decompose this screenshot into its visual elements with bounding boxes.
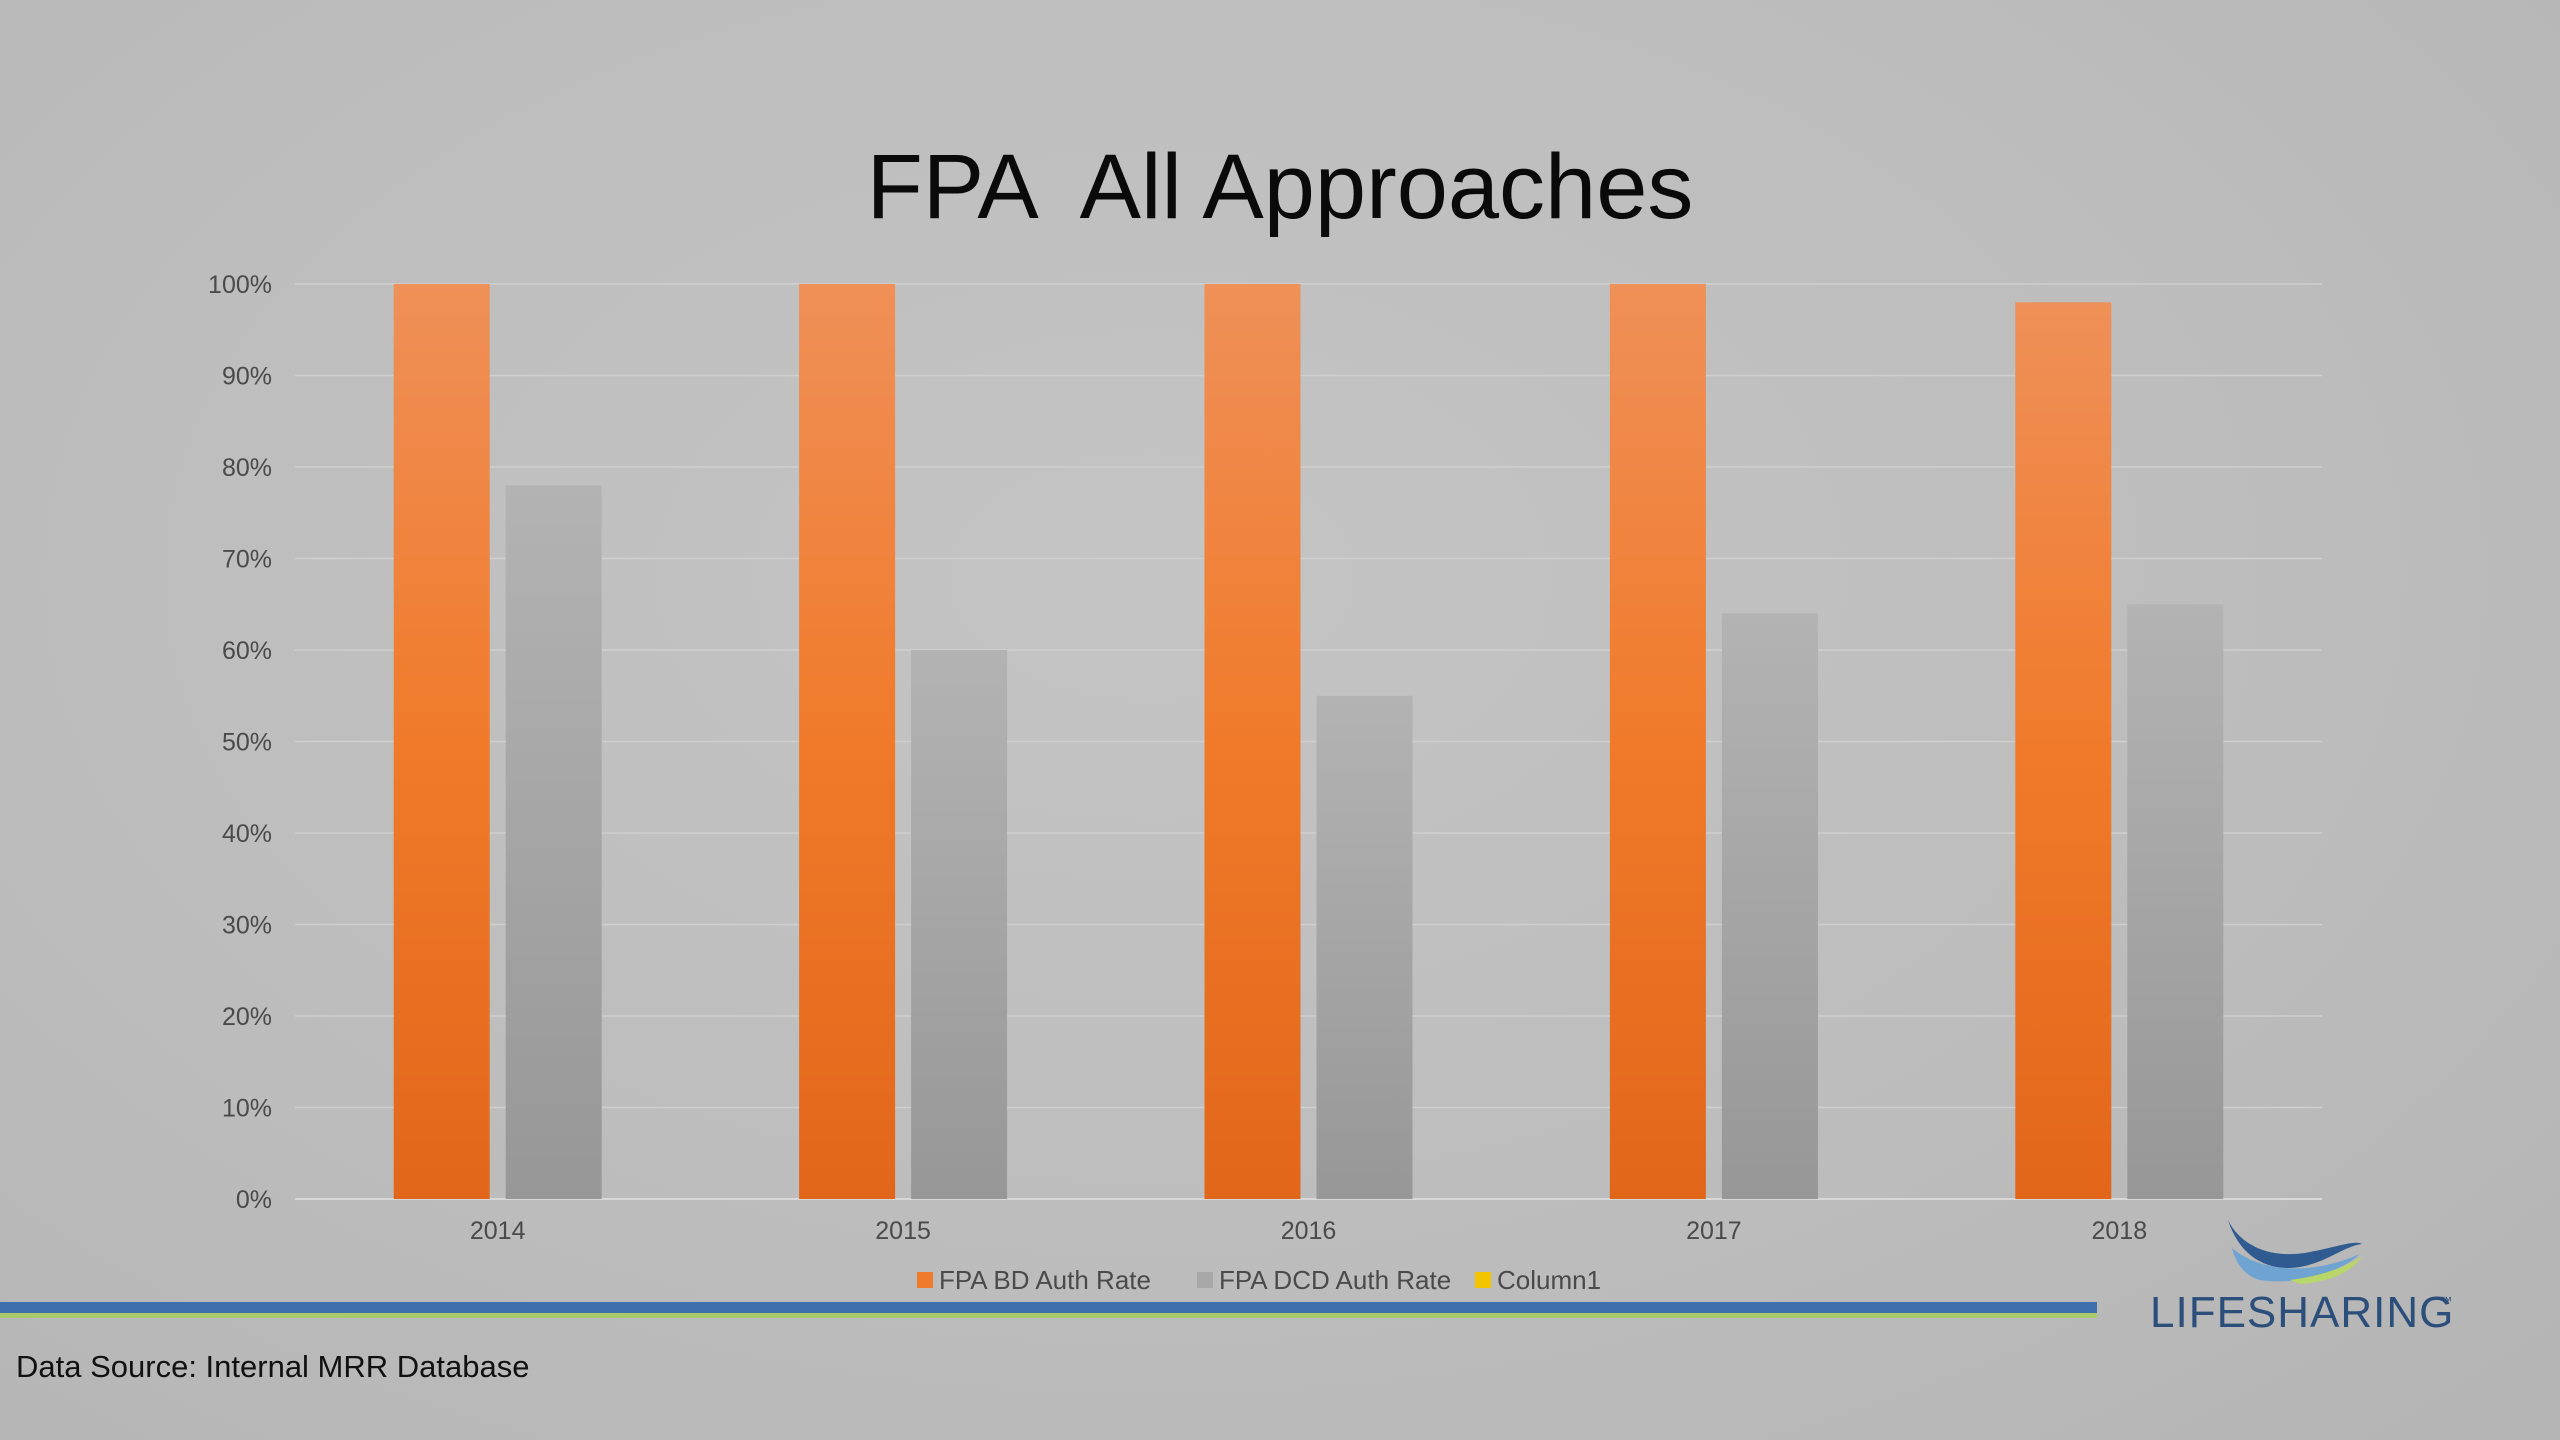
legend-label: Column1 [1497,1265,1601,1295]
y-tick-label: 30% [222,912,272,940]
legend: FPA BD Auth Rate FPA DCD Auth Rate Column1 [917,1265,1601,1295]
chart-title: FPA All Approaches [866,136,1694,238]
bar-fpa-dcd-auth-rate [1721,613,1818,1199]
legend-label: FPA DCD Auth Rate [1219,1265,1451,1295]
gridlines [295,283,2322,1200]
bar-fpa-bd-auth-rate [1204,284,1301,1199]
y-tick-label: 20% [222,1003,272,1031]
footer-bar-green [0,1313,2097,1318]
x-tick-label: 2015 [875,1217,931,1245]
y-tick-label: 0% [236,1186,272,1214]
logo-text: LIFESHARING [2150,1288,2455,1337]
x-tick-label: 2017 [1686,1217,1742,1245]
logo-trademark: ™ [2440,1294,2452,1308]
y-axis-ticks: 0% 10% 20% 30% 40% 50% 60% 70% 80% 90% 100% [208,271,272,1214]
bar-fpa-dcd-auth-rate [911,650,1008,1199]
bar-fpa-bd-auth-rate [1609,284,1706,1199]
wave-icon [2228,1220,2362,1284]
x-tick-label: 2016 [1281,1217,1337,1245]
bar-fpa-bd-auth-rate [393,284,490,1199]
y-tick-label: 50% [222,729,272,757]
bar-fpa-dcd-auth-rate [505,485,602,1199]
bar-fpa-dcd-auth-rate [1316,695,1413,1199]
x-axis-ticks: 2014 2015 2016 2017 2018 [470,1217,2147,1245]
y-tick-label: 70% [222,546,272,574]
legend-label: FPA BD Auth Rate [939,1265,1151,1295]
legend-swatch [917,1272,933,1288]
y-tick-label: 60% [222,637,272,665]
y-tick-label: 100% [208,271,272,299]
bar-fpa-bd-auth-rate [2015,302,2112,1199]
bar-fpa-bd-auth-rate [799,284,896,1199]
data-source-note: Data Source: Internal MRR Database [16,1349,530,1384]
legend-swatch [1197,1272,1213,1288]
footer-bar-blue [0,1302,2097,1313]
lifesharing-logo: LIFESHARING ™ [2140,1210,2460,1340]
bar-fpa-dcd-auth-rate [2127,604,2224,1199]
y-tick-label: 10% [222,1095,272,1123]
y-tick-label: 80% [222,454,272,482]
y-tick-label: 40% [222,820,272,848]
x-tick-label: 2018 [2091,1217,2147,1245]
x-tick-label: 2014 [470,1217,526,1245]
bars [393,284,2224,1199]
legend-swatch [1475,1272,1491,1288]
y-tick-label: 90% [222,363,272,391]
